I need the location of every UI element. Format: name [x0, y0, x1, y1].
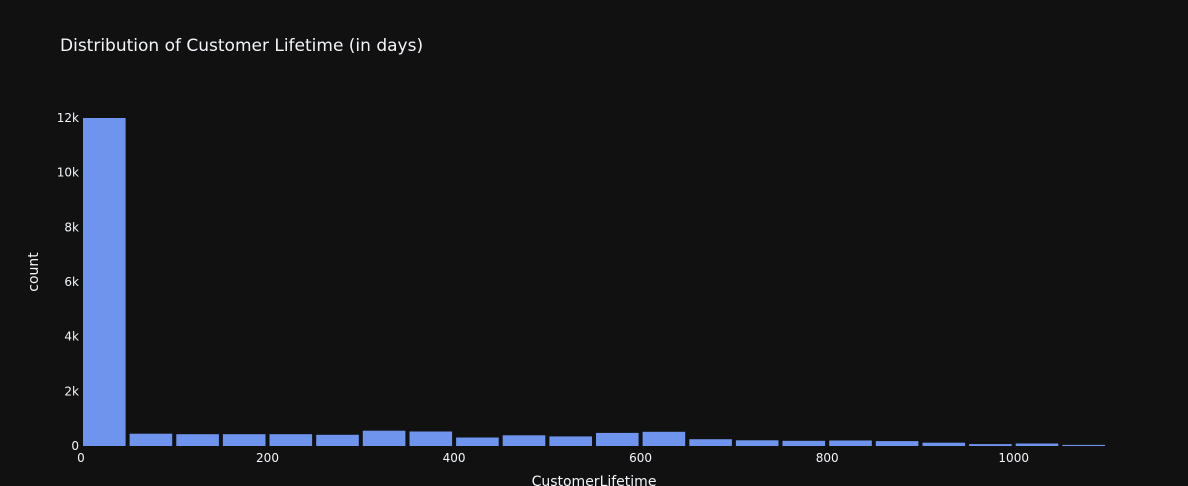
y-tick-label: 12k — [57, 111, 79, 125]
x-axis-title: CustomerLifetime — [532, 474, 657, 486]
histogram-bar[interactable] — [129, 433, 173, 446]
histogram-bar[interactable] — [922, 442, 966, 446]
y-axis-ticks: 0 2k 4k 6k 8k 10k 12k — [57, 111, 79, 453]
histogram-bar[interactable] — [549, 436, 592, 446]
y-tick-label: 0 — [71, 439, 79, 453]
y-tick-label: 8k — [64, 220, 79, 234]
y-tick-label: 4k — [64, 330, 79, 344]
chart-title: Distribution of Customer Lifetime (in da… — [60, 36, 423, 56]
histogram-bar[interactable] — [642, 431, 686, 446]
x-tick-label: 600 — [629, 451, 652, 465]
x-tick-label: 200 — [256, 451, 279, 465]
histogram-bar[interactable] — [1015, 443, 1059, 447]
y-tick-label: 2k — [64, 384, 79, 398]
histogram-bar[interactable] — [456, 437, 499, 447]
histogram-bar[interactable] — [1062, 444, 1105, 446]
x-tick-label: 400 — [443, 451, 466, 465]
y-axis-title: count — [26, 252, 42, 292]
histogram-bar[interactable] — [409, 431, 453, 447]
histogram-bar[interactable] — [176, 434, 219, 446]
histogram-bar[interactable] — [83, 118, 126, 446]
histogram-bar[interactable] — [269, 434, 313, 446]
histogram-bar[interactable] — [362, 430, 406, 446]
y-tick-label: 6k — [64, 275, 79, 289]
histogram-bar[interactable] — [829, 440, 872, 447]
x-tick-label: 800 — [816, 451, 839, 465]
histogram-bar[interactable] — [782, 440, 826, 446]
x-tick-label: 0 — [77, 451, 85, 465]
histogram-bar[interactable] — [596, 432, 639, 446]
histogram-bar[interactable] — [875, 441, 919, 446]
histogram-bar[interactable] — [222, 434, 266, 446]
histogram-bar[interactable] — [502, 435, 546, 446]
x-tick-label: 1000 — [998, 451, 1029, 465]
y-tick-label: 10k — [57, 166, 79, 180]
histogram-bar[interactable] — [316, 434, 359, 446]
histogram-bar[interactable] — [969, 444, 1012, 446]
bars-layer — [83, 118, 1105, 446]
histogram-bar[interactable] — [735, 440, 779, 446]
histogram-bar[interactable] — [689, 439, 732, 446]
x-axis-ticks: 0 200 400 600 800 1000 — [77, 451, 1029, 465]
